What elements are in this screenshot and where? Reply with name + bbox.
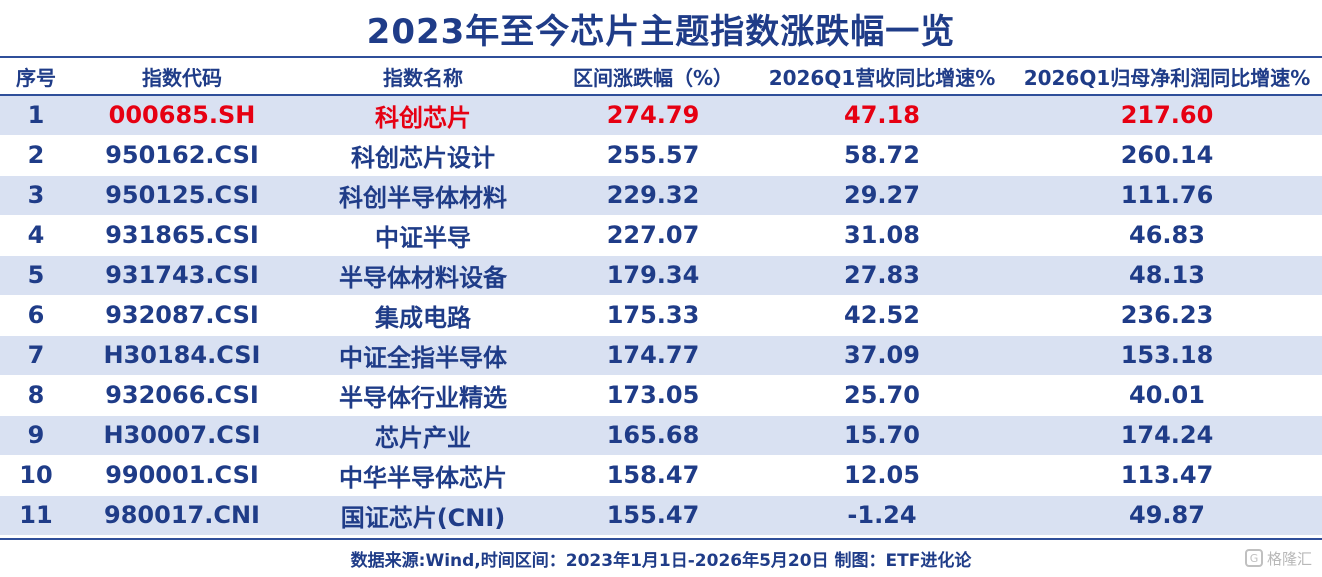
table-row: 10 990001.CSI 中华半导体芯片 158.47 12.05 113.47	[0, 455, 1322, 496]
cell-no: 3	[0, 175, 72, 216]
col-header-code: 指数代码	[72, 56, 292, 96]
cell-code: 932087.CSI	[72, 295, 292, 336]
cell-profit: 236.23	[1012, 295, 1322, 336]
cell-no: 2	[0, 135, 72, 176]
cell-change: 174.77	[554, 335, 752, 376]
cell-revenue: 42.52	[752, 295, 1012, 336]
cell-name: 集成电路	[292, 295, 554, 336]
table-row: 5 931743.CSI 半导体材料设备 179.34 27.83 48.13	[0, 255, 1322, 296]
source-footer: 数据来源:Wind,时间区间：2023年1月1日-2026年5月20日 制图：E…	[0, 538, 1322, 577]
table-row: 3 950125.CSI 科创半导体材料 229.32 29.27 111.76	[0, 175, 1322, 216]
cell-revenue: 37.09	[752, 335, 1012, 376]
cell-code: 000685.SH	[72, 95, 292, 136]
col-header-profit: 2026Q1归母净利润同比增速%	[1012, 56, 1322, 96]
cell-change: 227.07	[554, 215, 752, 256]
cell-change: 255.57	[554, 135, 752, 176]
table-row: 1 000685.SH 科创芯片 274.79 47.18 217.60	[0, 95, 1322, 136]
cell-revenue: 15.70	[752, 415, 1012, 456]
cell-no: 10	[0, 455, 72, 496]
cell-no: 7	[0, 335, 72, 376]
cell-change: 158.47	[554, 455, 752, 496]
cell-code: 980017.CNI	[72, 495, 292, 536]
cell-code: H30007.CSI	[72, 415, 292, 456]
cell-revenue: 12.05	[752, 455, 1012, 496]
cell-name: 科创半导体材料	[292, 175, 554, 216]
col-header-name: 指数名称	[292, 56, 554, 96]
cell-no: 8	[0, 375, 72, 416]
cell-code: 950125.CSI	[72, 175, 292, 216]
cell-no: 5	[0, 255, 72, 296]
cell-name: 科创芯片设计	[292, 135, 554, 176]
table-row: 9 H30007.CSI 芯片产业 165.68 15.70 174.24	[0, 415, 1322, 456]
watermark-logo-icon: G	[1244, 549, 1263, 567]
cell-name: 半导体行业精选	[292, 375, 554, 416]
table-row: 7 H30184.CSI 中证全指半导体 174.77 37.09 153.18	[0, 335, 1322, 376]
watermark: G 格隆汇	[1244, 546, 1312, 570]
cell-no: 9	[0, 415, 72, 456]
cell-revenue: 31.08	[752, 215, 1012, 256]
cell-change: 155.47	[554, 495, 752, 536]
cell-code: 950162.CSI	[72, 135, 292, 176]
cell-profit: 174.24	[1012, 415, 1322, 456]
cell-code: 990001.CSI	[72, 455, 292, 496]
cell-name: 中证半导	[292, 215, 554, 256]
cell-revenue: 47.18	[752, 95, 1012, 136]
table-row: 11 980017.CNI 国证芯片(CNI) 155.47 -1.24 49.87	[0, 495, 1322, 536]
cell-name: 中证全指半导体	[292, 335, 554, 376]
watermark-text: 格隆汇	[1266, 549, 1312, 568]
cell-change: 165.68	[554, 415, 752, 456]
cell-name: 中华半导体芯片	[292, 455, 554, 496]
cell-profit: 48.13	[1012, 255, 1322, 296]
cell-change: 175.33	[554, 295, 752, 336]
cell-name: 半导体材料设备	[292, 255, 554, 296]
cell-name: 芯片产业	[292, 415, 554, 456]
cell-name: 科创芯片	[292, 95, 554, 136]
cell-change: 274.79	[554, 95, 752, 136]
cell-profit: 113.47	[1012, 455, 1322, 496]
cell-name: 国证芯片(CNI)	[292, 495, 554, 536]
table-row: 4 931865.CSI 中证半导 227.07 31.08 46.83	[0, 215, 1322, 256]
col-header-no: 序号	[0, 56, 72, 96]
cell-no: 6	[0, 295, 72, 336]
index-performance-table: 序号 指数代码 指数名称 区间涨跌幅（%） 2026Q1营收同比增速% 2026…	[0, 56, 1322, 536]
cell-code: 931865.CSI	[72, 215, 292, 256]
cell-no: 4	[0, 215, 72, 256]
cell-change: 179.34	[554, 255, 752, 296]
cell-profit: 46.83	[1012, 215, 1322, 256]
cell-revenue: 27.83	[752, 255, 1012, 296]
cell-change: 229.32	[554, 175, 752, 216]
cell-revenue: -1.24	[752, 495, 1012, 536]
cell-code: H30184.CSI	[72, 335, 292, 376]
cell-code: 932066.CSI	[72, 375, 292, 416]
col-header-change: 区间涨跌幅（%）	[554, 56, 752, 96]
cell-profit: 49.87	[1012, 495, 1322, 536]
cell-no: 11	[0, 495, 72, 536]
table-title: 2023年至今芯片主题指数涨跌幅一览	[366, 11, 956, 52]
table-row: 8 932066.CSI 半导体行业精选 173.05 25.70 40.01	[0, 375, 1322, 416]
col-header-revenue: 2026Q1营收同比增速%	[752, 56, 1012, 96]
cell-profit: 153.18	[1012, 335, 1322, 376]
cell-profit: 217.60	[1012, 95, 1322, 136]
cell-profit: 111.76	[1012, 175, 1322, 216]
cell-revenue: 29.27	[752, 175, 1012, 216]
cell-code: 931743.CSI	[72, 255, 292, 296]
cell-no: 1	[0, 95, 72, 136]
table-row: 6 932087.CSI 集成电路 175.33 42.52 236.23	[0, 295, 1322, 336]
cell-revenue: 58.72	[752, 135, 1012, 176]
cell-profit: 40.01	[1012, 375, 1322, 416]
cell-revenue: 25.70	[752, 375, 1012, 416]
header-row: 序号 指数代码 指数名称 区间涨跌幅（%） 2026Q1营收同比增速% 2026…	[0, 56, 1322, 96]
cell-change: 173.05	[554, 375, 752, 416]
cell-profit: 260.14	[1012, 135, 1322, 176]
table-row: 2 950162.CSI 科创芯片设计 255.57 58.72 260.14	[0, 135, 1322, 176]
